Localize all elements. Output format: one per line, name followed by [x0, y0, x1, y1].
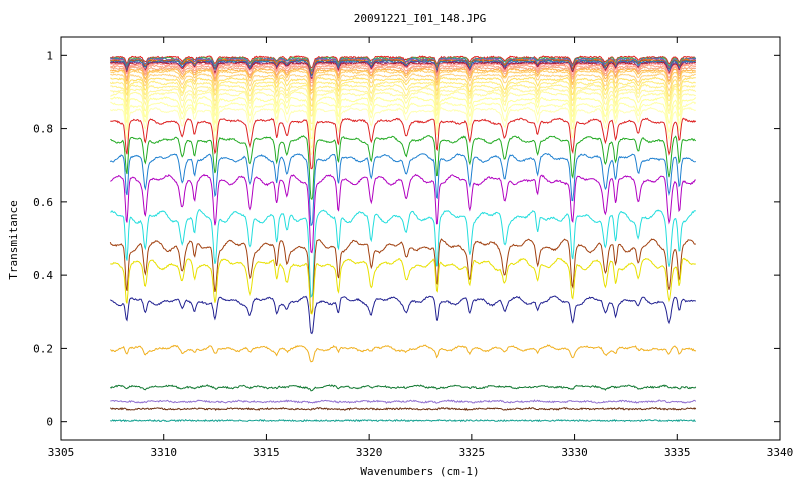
- series-line: [110, 101, 697, 149]
- x-tick-label: 3335: [664, 446, 691, 459]
- series-line: [109, 384, 697, 392]
- series-line: [110, 399, 697, 404]
- series-line: [110, 96, 697, 139]
- series-line: [109, 152, 697, 227]
- series-line: [110, 64, 697, 84]
- series-line: [110, 83, 696, 117]
- series-line: [110, 90, 696, 131]
- x-tick-label: 3320: [356, 446, 383, 459]
- series-line: [110, 66, 697, 87]
- y-tick-label: 1: [46, 49, 53, 62]
- series-line: [110, 56, 697, 72]
- x-tick-label: 3315: [253, 446, 280, 459]
- series-line: [110, 72, 696, 102]
- x-tick-label: 3310: [150, 446, 177, 459]
- series-line: [110, 295, 697, 335]
- y-tick-label: 0.2: [33, 342, 53, 355]
- series-line: [109, 106, 697, 156]
- series-line: [110, 257, 697, 315]
- series-line: [110, 59, 696, 77]
- x-tick-label: 3305: [48, 446, 75, 459]
- x-tick-label: 3330: [561, 446, 588, 459]
- y-tick-label: 0.4: [33, 269, 53, 282]
- series-line: [110, 117, 697, 170]
- plot-frame: [60, 36, 781, 441]
- y-axis-label: Transmitance: [7, 200, 20, 279]
- x-ticks: 3305 3310 3315 3320 3325 3330 3335 3340: [48, 37, 794, 459]
- series-line: [110, 55, 696, 69]
- series-line: [110, 209, 696, 298]
- series-line: [109, 238, 696, 314]
- x-tick-label: 3325: [459, 446, 486, 459]
- series-line: [109, 62, 697, 82]
- y-ticks: 0 0.2 0.4 0.6 0.8 1: [33, 49, 780, 429]
- series-line: [110, 344, 697, 363]
- series-line: [110, 76, 696, 107]
- series-layer: [109, 55, 697, 423]
- series-line: [110, 134, 697, 201]
- series-line: [109, 67, 696, 92]
- series-line: [110, 69, 696, 96]
- y-tick-label: 0: [46, 416, 53, 429]
- series-line: [109, 418, 696, 423]
- chart-title: 20091221_I01_148.JPG: [354, 12, 486, 25]
- y-tick-label: 0.6: [33, 196, 53, 209]
- x-axis-label: Wavenumbers (cm-1): [360, 465, 479, 478]
- y-tick-label: 0.8: [33, 123, 53, 136]
- x-tick-label: 3340: [767, 446, 794, 459]
- series-line: [109, 406, 697, 412]
- series-line: [109, 80, 696, 111]
- series-line: [110, 173, 696, 254]
- series-line: [110, 87, 697, 125]
